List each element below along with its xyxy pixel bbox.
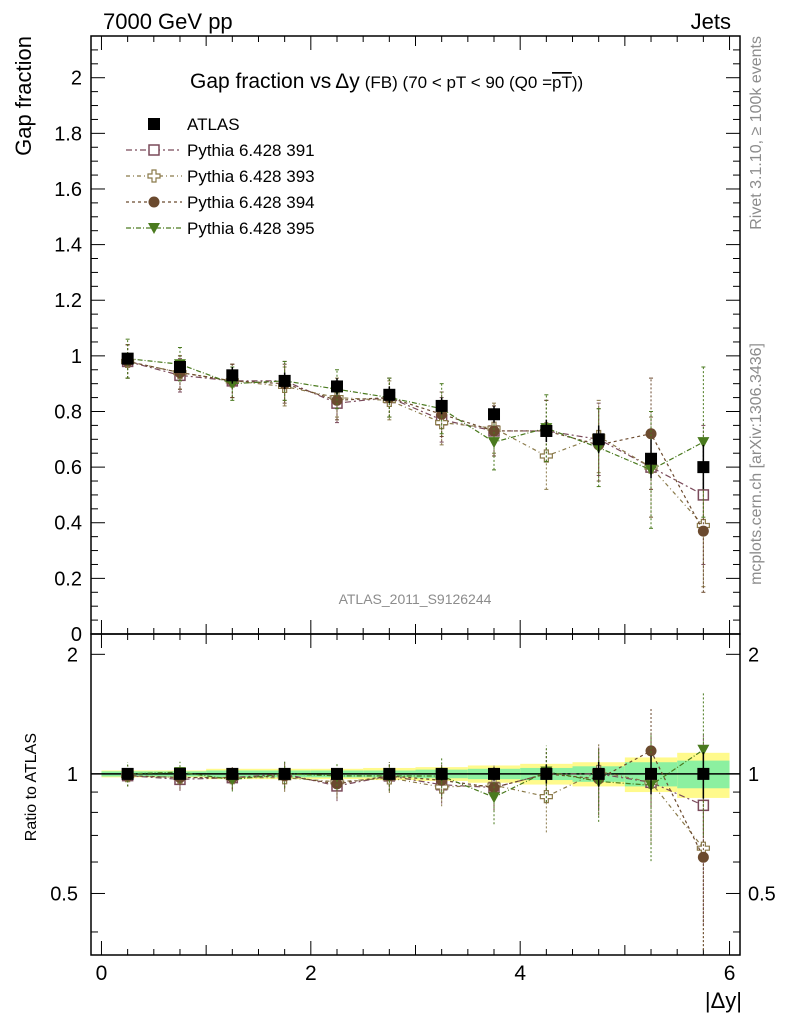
rivet-label: Rivet 3.1.10, ≥ 100k events: [748, 36, 765, 230]
series-3-ratio-point: [697, 851, 709, 863]
series-4-ratio-point: [697, 744, 710, 756]
ratio-y-tick-label-right: 0.5: [748, 883, 776, 905]
axis-ticks: 0 2 4 600.20.40.60.811.21.41.61.820.5 0.51 12…: [50, 36, 776, 985]
chart-title-sub: (FB) (70 < pT < 90 (Q0 =: [365, 73, 552, 92]
series-1-line: [127, 360, 704, 496]
mcplots-label: mcplots.cern.ch [arXiv:1306.3436]: [748, 343, 765, 585]
x-axis-label: |Δy|: [705, 988, 742, 1013]
data-ratio-point: [488, 767, 501, 780]
legend-label-series-4: Pythia 6.428 395: [187, 219, 315, 238]
data-ratio-point: [540, 767, 553, 780]
data-point: [383, 388, 396, 401]
data-point: [645, 452, 658, 465]
series-3-line: [127, 360, 704, 532]
ratio-y-axis-label: Ratio to ATLAS: [23, 733, 40, 841]
ratio-y-tick-label-right: 1: [748, 764, 759, 786]
series-4-ratio-point: [488, 792, 501, 804]
legend-marker-series-4: [148, 223, 160, 234]
data-ratio-point: [383, 767, 396, 780]
chart-title-end: )): [572, 73, 583, 92]
y-tick-label: 1.4: [54, 235, 82, 257]
data-point: [435, 399, 448, 412]
analysis-tag: ATLAS_2011_S9126244: [339, 591, 492, 607]
data-point: [121, 352, 134, 365]
data-ratio-point: [697, 767, 710, 780]
series-3-ratio-point: [331, 778, 343, 790]
series-3-point: [697, 525, 709, 537]
x-tick-label: 6: [724, 962, 736, 985]
data-ratio-point: [173, 767, 186, 780]
x-tick-label: 2: [305, 962, 317, 985]
data-ratio-point: [278, 767, 291, 780]
data-ratio-point: [226, 767, 239, 780]
series-3-ratio-point: [645, 745, 657, 757]
y-tick-label: 1.8: [54, 123, 82, 145]
legend-marker-data: [148, 118, 160, 130]
chart-title: Gap fraction vs Δy (FB) (70 < pT < 90 (Q0 …: [190, 70, 583, 93]
series-1-ratio-line: [127, 773, 704, 806]
data-ratio-point: [592, 767, 605, 780]
header-right: Jets: [691, 9, 731, 34]
chart-title-symbol: Δy: [335, 70, 360, 93]
legend-label-series-3: Pythia 6.428 394: [187, 193, 315, 212]
data-point: [697, 461, 710, 474]
data-point: [592, 433, 605, 446]
y-tick-label: 0.2: [54, 568, 82, 590]
data-ratio-point: [121, 767, 134, 780]
series-2-ratio-line: [127, 770, 704, 849]
series-3-point: [645, 428, 657, 440]
y-tick-label: 2: [71, 68, 82, 90]
series-3-ratio-line: [127, 750, 704, 858]
y-tick-label: 1: [71, 346, 82, 368]
data-point: [540, 424, 553, 437]
x-tick-label: 4: [514, 962, 526, 985]
chart-title-overline: pT: [552, 73, 572, 92]
y-tick-label: 0: [71, 624, 82, 646]
series-4-line: [127, 358, 704, 471]
y-tick-label: 1.6: [54, 179, 82, 201]
legend-marker-series-2: [147, 169, 161, 183]
ratio-panel-series: [121, 692, 710, 951]
series-3-point: [488, 425, 500, 437]
series-4-point: [697, 437, 710, 449]
y-tick-label: 0.6: [54, 457, 82, 479]
y-tick-label: 1.2: [54, 290, 82, 312]
series-4-point: [226, 378, 239, 390]
data-ratio-point: [330, 767, 343, 780]
ratio-y-tick-label-left: 1: [67, 764, 78, 786]
x-tick-label: 0: [96, 962, 108, 985]
data-ratio-point: [435, 767, 448, 780]
ratio-y-tick-label-right: 2: [748, 644, 759, 666]
data-point: [330, 380, 343, 393]
y-axis-label: Gap fraction: [11, 36, 36, 156]
ratio-plot-frame: [90, 633, 741, 956]
data-point: [488, 408, 501, 421]
legend: ATLAS Pythia 6.428 391 Pythia 6.428 393 Pyt…: [126, 115, 315, 238]
series-4-ratio-line: [127, 749, 704, 798]
data-point: [173, 360, 186, 373]
main-panel-series: [121, 338, 710, 593]
data-ratio-point: [645, 767, 658, 780]
legend-marker-series-1: [148, 144, 160, 156]
legend-marker-series-3: [148, 196, 160, 208]
legend-label-data: ATLAS: [187, 115, 240, 134]
ratio-y-tick-label-left: 2: [67, 644, 78, 666]
chart-title-main: Gap fraction vs: [190, 70, 331, 93]
series-2-line: [127, 360, 704, 526]
y-tick-label: 0.4: [54, 513, 82, 535]
legend-label-series-1: Pythia 6.428 391: [187, 141, 315, 160]
ratio-y-tick-label-left: 0.5: [50, 883, 78, 905]
header-left: 7000 GeV pp: [103, 9, 233, 34]
y-tick-label: 0.8: [54, 401, 82, 423]
data-point: [278, 374, 291, 387]
data-point: [226, 369, 239, 382]
series-4-point: [488, 437, 501, 449]
legend-label-series-2: Pythia 6.428 393: [187, 167, 315, 186]
